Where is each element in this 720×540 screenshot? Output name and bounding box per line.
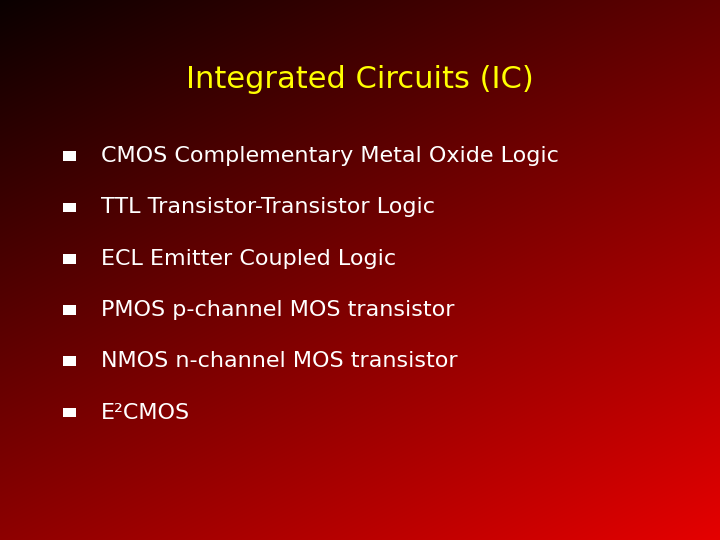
Text: CMOS Complementary Metal Oxide Logic: CMOS Complementary Metal Oxide Logic	[101, 146, 559, 166]
Bar	[63, 202, 76, 212]
Text: PMOS p-channel MOS transistor: PMOS p-channel MOS transistor	[101, 300, 454, 320]
Bar	[63, 305, 76, 315]
Bar	[63, 151, 76, 161]
Text: TTL Transistor-Transistor Logic: TTL Transistor-Transistor Logic	[101, 197, 435, 218]
Bar	[63, 356, 76, 366]
Text: E²CMOS: E²CMOS	[101, 402, 190, 423]
Text: ECL Emitter Coupled Logic: ECL Emitter Coupled Logic	[101, 248, 396, 269]
Bar	[63, 254, 76, 264]
Text: NMOS n-channel MOS transistor: NMOS n-channel MOS transistor	[101, 351, 457, 372]
Bar	[63, 408, 76, 417]
Text: Integrated Circuits (IC): Integrated Circuits (IC)	[186, 65, 534, 94]
